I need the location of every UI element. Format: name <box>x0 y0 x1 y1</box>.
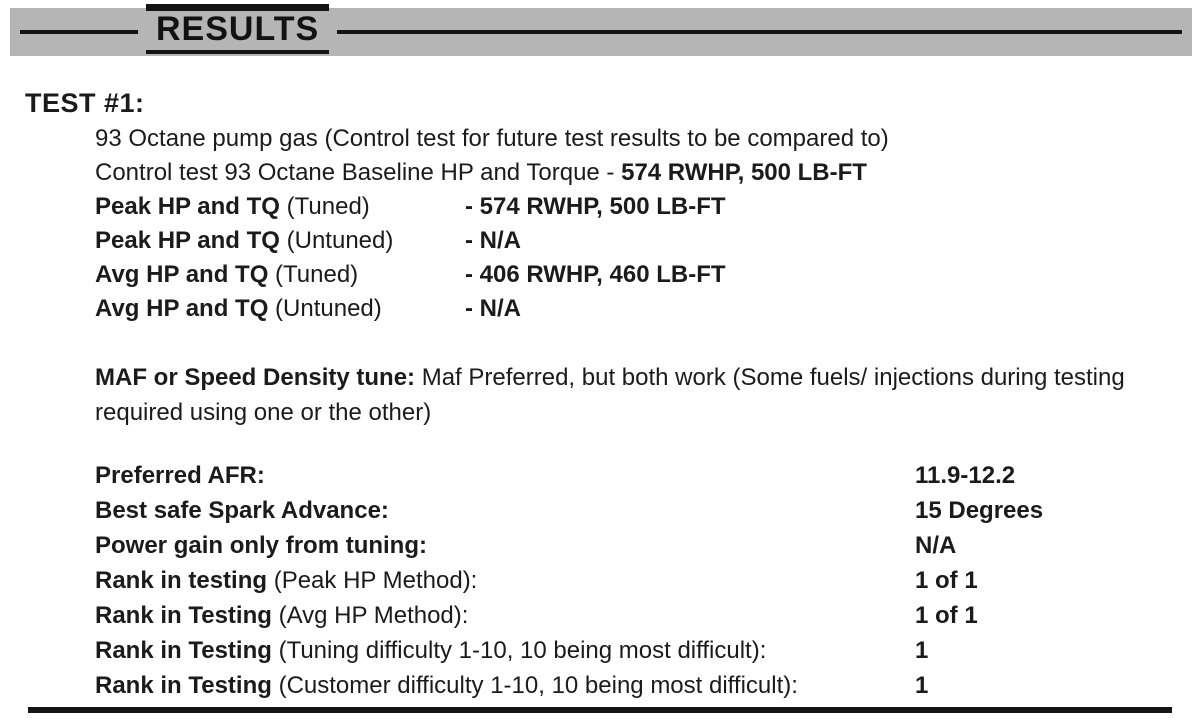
spec-value: N/A <box>915 532 957 559</box>
spec-row: Rank in Testing (Avg HP Method): 1 of 1 <box>95 598 1185 633</box>
spec-value: 1 of 1 <box>915 567 978 594</box>
spec-label: Preferred AFR: <box>95 462 265 489</box>
maf-note: MAF or Speed Density tune: Maf Preferred… <box>95 364 1125 426</box>
dyno-value: - N/A <box>465 295 521 322</box>
spec-label: Power gain only from tuning: <box>95 532 427 559</box>
spec-row: Preferred AFR: 11.9-12.2 <box>95 458 1185 493</box>
bottom-rule <box>28 707 1172 713</box>
dyno-row: Avg HP and TQ (Untuned) - N/A <box>95 292 1185 326</box>
spec-row: Best safe Spark Advance: 15 Degrees <box>95 493 1185 528</box>
results-banner: RESULTS <box>10 4 1192 56</box>
dyno-row: Avg HP and TQ (Tuned) - 406 RWHP, 460 LB… <box>95 258 1185 292</box>
banner-rule-right <box>337 30 1182 34</box>
results-title: RESULTS <box>146 4 330 54</box>
dyno-label: Peak HP and TQ (Tuned) <box>95 193 370 220</box>
spec-label: Rank in testing (Peak HP Method): <box>95 567 478 594</box>
spec-row: Rank in Testing (Customer difficulty 1-1… <box>95 668 1185 703</box>
dyno-label: Avg HP and TQ (Tuned) <box>95 261 359 288</box>
dyno-row: Peak HP and TQ (Tuned) - 574 RWHP, 500 L… <box>95 190 1185 224</box>
spec-row: Power gain only from tuning: N/A <box>95 528 1185 563</box>
baseline-line: Control test 93 Octane Baseline HP and T… <box>95 159 867 186</box>
spec-row: Rank in Testing (Tuning difficulty 1-10,… <box>95 633 1185 668</box>
dyno-value: - N/A <box>465 227 521 254</box>
spec-value: 1 <box>915 672 929 699</box>
test-heading: TEST #1: <box>25 88 145 118</box>
dyno-label: Peak HP and TQ (Untuned) <box>95 227 394 254</box>
spec-label: Rank in Testing (Tuning difficulty 1-10,… <box>95 637 767 664</box>
spec-label: Rank in Testing (Customer difficulty 1-1… <box>95 672 798 699</box>
spec-value: 1 of 1 <box>915 602 978 629</box>
spec-table: Preferred AFR: 11.9-12.2 Best safe Spark… <box>95 458 1185 703</box>
intro-line: 93 Octane pump gas (Control test for fut… <box>95 125 889 152</box>
spec-value: 1 <box>915 637 929 664</box>
spec-value: 11.9-12.2 <box>915 462 1016 489</box>
spec-value: 15 Degrees <box>915 497 1044 524</box>
dyno-label: Avg HP and TQ (Untuned) <box>95 295 382 322</box>
dyno-row: Peak HP and TQ (Untuned) - N/A <box>95 224 1185 258</box>
spec-label: Rank in Testing (Avg HP Method): <box>95 602 469 629</box>
dyno-value: - 406 RWHP, 460 LB-FT <box>465 261 726 288</box>
spec-label: Best safe Spark Advance: <box>95 497 389 524</box>
test-summary-block: 93 Octane pump gas (Control test for fut… <box>95 122 1185 326</box>
spec-row: Rank in testing (Peak HP Method): 1 of 1 <box>95 563 1185 598</box>
dyno-value: - 574 RWHP, 500 LB-FT <box>465 193 726 220</box>
baseline-value: 574 RWHP, 500 LB-FT <box>621 159 867 186</box>
banner-rule-left <box>20 30 138 34</box>
